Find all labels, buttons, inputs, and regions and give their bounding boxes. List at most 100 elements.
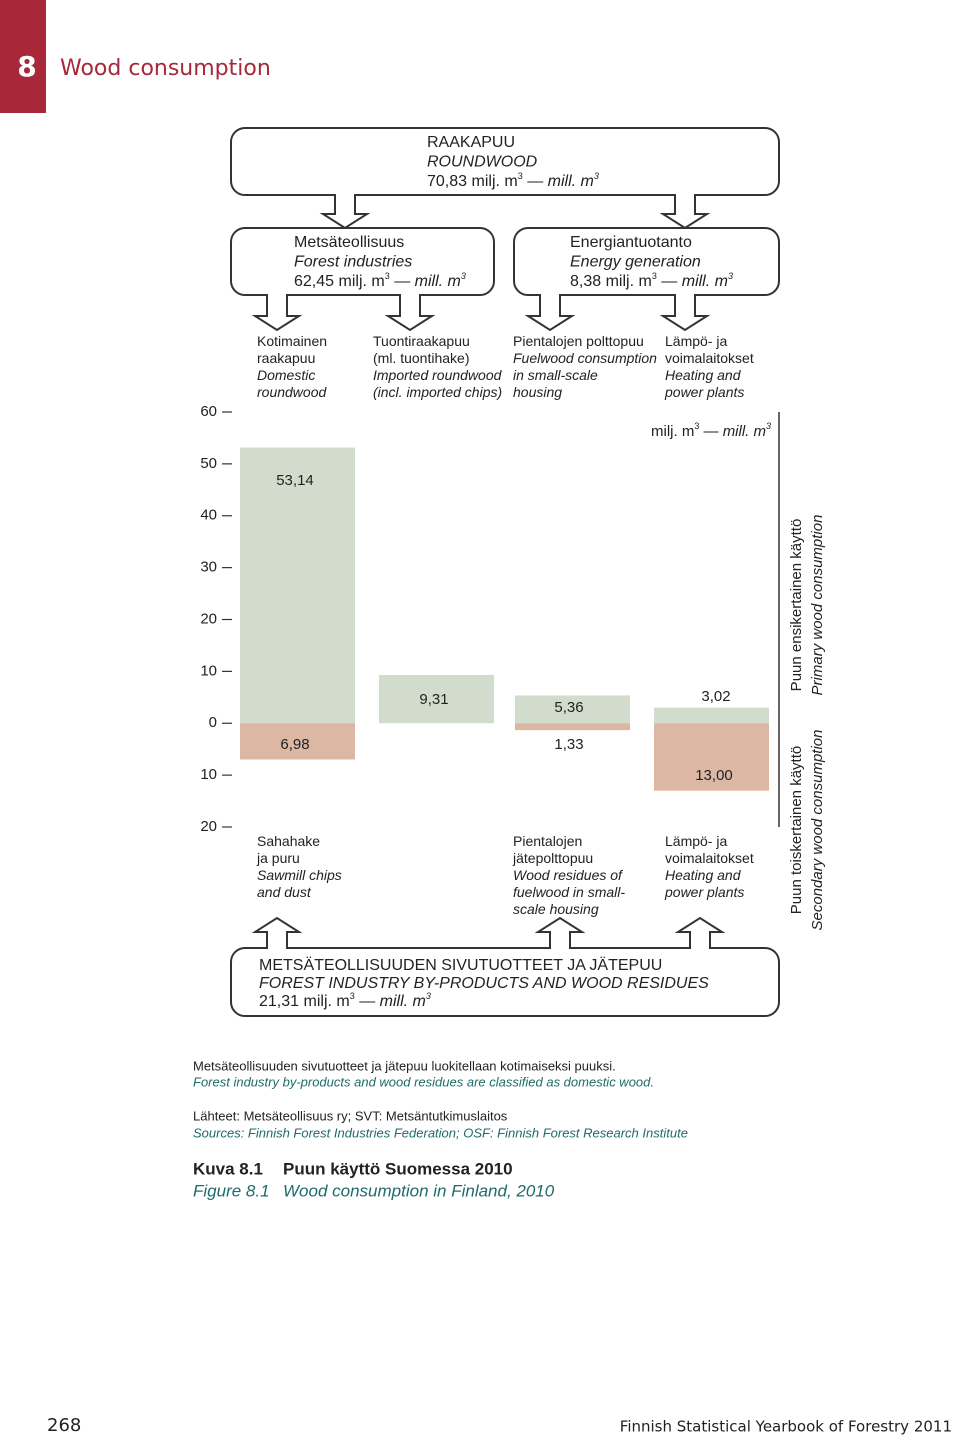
- y-tick-label: 50: [200, 455, 217, 472]
- value-label: 13,00: [695, 767, 733, 784]
- chapter-title: Wood consumption: [60, 56, 271, 81]
- value-label: 3,02: [701, 688, 730, 705]
- column-label-fi-part: raakapuu: [257, 350, 315, 366]
- box-title-en: FOREST INDUSTRY BY-PRODUCTS AND WOOD RES…: [259, 975, 709, 992]
- column-label-en: and dust: [257, 884, 312, 900]
- column-label-en-part: (incl. imported chips): [373, 384, 502, 400]
- caption-label-en: Figure 8.1: [193, 1181, 270, 1200]
- flow-arrow: [534, 916, 586, 949]
- column-label-en: Fuelwood consumption: [513, 350, 657, 366]
- caption-label-fi: Kuva 8.1: [193, 1159, 263, 1178]
- value-label: 5,36: [554, 699, 583, 716]
- caption-en: Wood consumption in Finland, 2010: [283, 1181, 555, 1200]
- column-label-fi: Sahahake: [257, 833, 320, 849]
- box-title-fi: Energiantuotanto: [570, 234, 692, 251]
- box-amount: 8,38 milj. m3 — mill. m3: [570, 271, 733, 290]
- page-number: 268: [47, 1415, 81, 1436]
- flow-arrow: [251, 294, 303, 332]
- column-label-en: power plants: [664, 884, 744, 900]
- box-title-fi: METSÄTEOLLISUUDEN SIVUTUOTTEET JA JÄTEPU…: [259, 956, 662, 974]
- column-label-en-part: power plants: [664, 884, 744, 900]
- column-label-fi: Pientalojen: [513, 833, 582, 849]
- bar: [654, 707, 769, 724]
- series-name-en: Primary wood consumption: [809, 515, 826, 696]
- flow-arrow: [659, 294, 711, 332]
- unit-label-part: milj. m: [651, 423, 694, 440]
- note-fi: Lähteet: Metsäteollisuus ry; SVT: Metsän…: [193, 1108, 508, 1123]
- unit-label-part: mill. m: [723, 423, 766, 440]
- y-tick-label: 20: [200, 818, 217, 835]
- box-title-en: Energy generation: [570, 254, 701, 271]
- chapter-number: 8: [17, 50, 36, 83]
- bar: [654, 723, 769, 791]
- box-amount-part: 70,83: [427, 173, 467, 190]
- box-title-fi-part: METSÄTEOLLISUUDEN SIVUTUOTTEET JA JÄTEPU…: [259, 956, 662, 974]
- column-label-en: roundwood: [257, 384, 327, 400]
- column-label-en-part: Sawmill chips: [257, 867, 342, 883]
- box-amount-part: mill. m: [415, 273, 461, 290]
- flow-arrow: [384, 294, 436, 332]
- box-title-fi-part: Energiantuotanto: [570, 234, 692, 251]
- flow-box: [230, 947, 780, 1017]
- column-label-fi-part: Pientalojen: [513, 833, 582, 849]
- column-label-fi: voimalaitokset: [665, 350, 754, 366]
- publication: Finnish Statistical Yearbook of Forestry…: [620, 1418, 952, 1436]
- column-label-fi-part: Lämpö- ja: [665, 333, 727, 349]
- box-amount-part: 3: [385, 271, 390, 281]
- box-amount-part: milj. m: [606, 273, 652, 290]
- box-amount-part: milj. m: [339, 273, 385, 290]
- column-label-fi-part: Sahahake: [257, 833, 320, 849]
- column-label-en-part: fuelwood in small-: [513, 884, 625, 900]
- box-amount-part: mill. m: [548, 173, 594, 190]
- column-label-en: Imported roundwood: [373, 367, 503, 383]
- column-label-fi: ja puru: [256, 850, 300, 866]
- box-amount: 62,45 milj. m3 — mill. m3: [294, 271, 466, 290]
- column-label-fi-part: (ml. tuontihake): [373, 350, 469, 366]
- column-label-en-part: in small-scale: [513, 367, 598, 383]
- column-label-en-part: Domestic: [257, 367, 315, 383]
- column-label-en-part: roundwood: [257, 384, 327, 400]
- column-label-en-part: housing: [513, 384, 562, 400]
- flow-arrow: [319, 194, 371, 230]
- box-amount-part: 3: [728, 271, 733, 281]
- flow-arrow: [659, 194, 711, 230]
- box-amount-part: 3: [518, 171, 523, 181]
- box-amount-part: milj. m: [304, 993, 350, 1010]
- column-label-fi-part: Tuontiraakapuu: [373, 333, 470, 349]
- note-en: Sources: Finnish Forest Industries Feder…: [193, 1125, 688, 1140]
- unit-label-part: 3: [766, 421, 771, 431]
- column-label-en-part: Heating and: [665, 867, 742, 883]
- y-tick-label: 10: [200, 662, 217, 679]
- column-label-en: housing: [513, 384, 562, 400]
- series-name: Puun ensikertainen käyttö: [788, 519, 805, 692]
- column-label-fi: Pientalojen polttopuu: [513, 333, 644, 349]
- bar: [515, 695, 630, 724]
- column-label-fi-part: Lämpö- ja: [665, 833, 727, 849]
- box-title-en: ROUNDWOOD: [427, 154, 538, 171]
- box-amount-part: 3: [594, 171, 599, 181]
- column-label-fi-part: voimalaitokset: [665, 850, 754, 866]
- note-fi: Metsäteollisuuden sivutuotteet ja jätepu…: [193, 1058, 616, 1073]
- flow-arrow: [674, 916, 726, 949]
- box-amount-part: 8,38: [570, 273, 601, 290]
- column-label-en-part: Heating and: [665, 367, 742, 383]
- y-tick-label: 30: [200, 559, 217, 576]
- bar: [240, 447, 355, 724]
- box-title-en-part: ROUNDWOOD: [427, 154, 538, 171]
- box-amount-part: 21,31: [259, 993, 299, 1010]
- unit-label-part: 3: [694, 421, 699, 431]
- note-en: Forest industry by-products and wood res…: [193, 1074, 654, 1089]
- unit-label: milj. m3 — mill. m3: [651, 421, 771, 440]
- column-label-en: Domestic: [257, 367, 315, 383]
- y-tick-label: 40: [200, 507, 217, 524]
- column-label-fi-part: Kotimainen: [257, 333, 327, 349]
- flow-arrow: [251, 916, 303, 949]
- column-label-fi-part: ja puru: [256, 850, 300, 866]
- box-amount-part: 62,45: [294, 273, 334, 290]
- box-amount-part: milj. m: [472, 173, 518, 190]
- column-label-en: Sawmill chips: [257, 867, 342, 883]
- flow-arrow: [524, 294, 576, 332]
- value-label: 6,98: [280, 736, 309, 753]
- box-title-fi: RAAKAPUU: [427, 134, 515, 151]
